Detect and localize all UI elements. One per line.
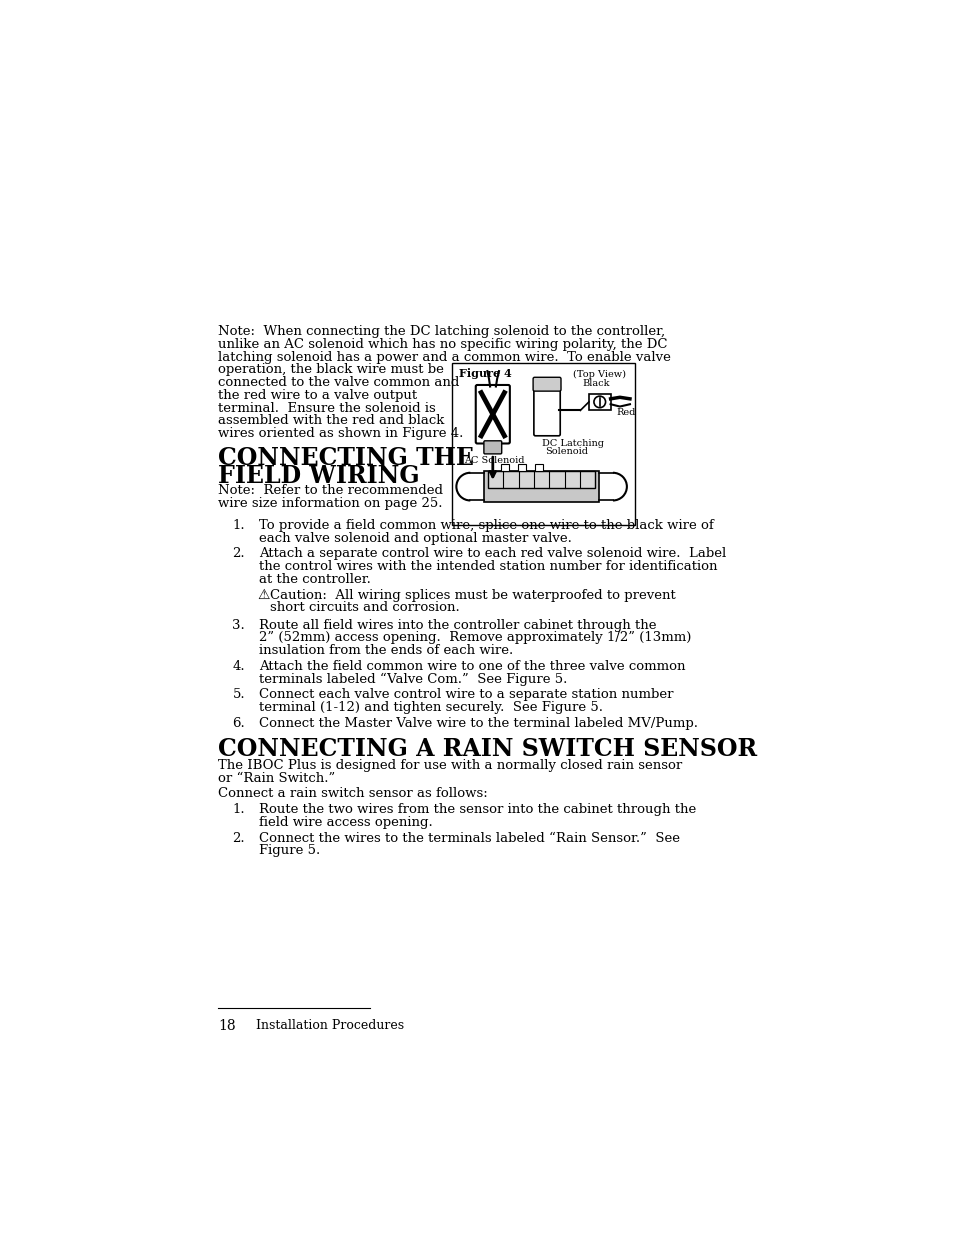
- Text: Black: Black: [582, 379, 610, 388]
- Bar: [517, 464, 525, 472]
- Text: terminal.  Ensure the solenoid is: terminal. Ensure the solenoid is: [218, 401, 436, 415]
- Bar: [588, 394, 610, 410]
- Text: Connect the wires to the terminals labeled “Rain Sensor.”  See: Connect the wires to the terminals label…: [258, 831, 679, 845]
- Text: or “Rain Switch.”: or “Rain Switch.”: [218, 772, 335, 784]
- Text: operation, the black wire must be: operation, the black wire must be: [218, 363, 444, 377]
- Text: Attach a separate control wire to each red valve solenoid wire.  Label: Attach a separate control wire to each r…: [258, 547, 725, 561]
- Text: latching solenoid has a power and a common wire.  To enable valve: latching solenoid has a power and a comm…: [218, 351, 671, 364]
- Text: short circuits and corrosion.: short circuits and corrosion.: [270, 601, 458, 614]
- Text: connected to the valve common and: connected to the valve common and: [218, 377, 459, 389]
- Text: wires oriented as shown in Figure 4.: wires oriented as shown in Figure 4.: [218, 427, 463, 440]
- Text: each valve solenoid and optional master valve.: each valve solenoid and optional master …: [258, 531, 571, 545]
- Text: 1.: 1.: [233, 519, 245, 532]
- FancyBboxPatch shape: [533, 377, 560, 391]
- Text: 2” (52mm) access opening.  Remove approximately 1/2” (13mm): 2” (52mm) access opening. Remove approxi…: [258, 631, 690, 645]
- Text: terminal (1-12) and tighten securely.  See Figure 5.: terminal (1-12) and tighten securely. Se…: [258, 701, 602, 714]
- Text: insulation from the ends of each wire.: insulation from the ends of each wire.: [258, 645, 513, 657]
- Text: Note:  When connecting the DC latching solenoid to the controller,: Note: When connecting the DC latching so…: [218, 325, 665, 338]
- FancyBboxPatch shape: [476, 385, 509, 443]
- Text: 18: 18: [218, 1019, 235, 1032]
- Text: The IBOC Plus is designed for use with a normally closed rain sensor: The IBOC Plus is designed for use with a…: [218, 758, 682, 772]
- Text: DC Latching: DC Latching: [542, 438, 604, 448]
- Text: the control wires with the intended station number for identification: the control wires with the intended stat…: [258, 561, 717, 573]
- Text: Connect each valve control wire to a separate station number: Connect each valve control wire to a sep…: [258, 688, 673, 701]
- Text: Red: Red: [617, 408, 636, 417]
- Text: 5.: 5.: [233, 688, 245, 701]
- Text: 2.: 2.: [233, 831, 245, 845]
- Text: CONNECTING THE: CONNECTING THE: [218, 446, 474, 469]
- Text: FIELD WIRING: FIELD WIRING: [218, 464, 419, 488]
- Bar: [484, 472, 598, 501]
- Text: Connect a rain switch sensor as follows:: Connect a rain switch sensor as follows:: [218, 787, 488, 800]
- Text: Caution:  All wiring splices must be waterproofed to prevent: Caution: All wiring splices must be wate…: [270, 589, 675, 601]
- Bar: [534, 464, 542, 472]
- Text: the red wire to a valve output: the red wire to a valve output: [218, 389, 417, 401]
- Bar: [488, 472, 595, 488]
- Circle shape: [594, 396, 605, 408]
- Text: CONNECTING A RAIN SWITCH SENSOR: CONNECTING A RAIN SWITCH SENSOR: [218, 737, 757, 761]
- Bar: [500, 464, 509, 472]
- Text: Connect the Master Valve wire to the terminal labeled MV/Pump.: Connect the Master Valve wire to the ter…: [258, 716, 697, 730]
- Text: 3.: 3.: [233, 619, 245, 631]
- Text: field wire access opening.: field wire access opening.: [258, 816, 432, 829]
- Text: Note:  Refer to the recommended: Note: Refer to the recommended: [218, 484, 443, 498]
- Text: AC Solenoid: AC Solenoid: [464, 456, 524, 464]
- Text: wire size information on page 25.: wire size information on page 25.: [218, 496, 442, 510]
- Text: Route all field wires into the controller cabinet through the: Route all field wires into the controlle…: [258, 619, 656, 631]
- Text: (Top View): (Top View): [572, 369, 625, 379]
- Text: 2.: 2.: [233, 547, 245, 561]
- Text: assembled with the red and black: assembled with the red and black: [218, 414, 444, 427]
- Text: To provide a field common wire, splice one wire to the black wire of: To provide a field common wire, splice o…: [258, 519, 713, 532]
- Text: 6.: 6.: [233, 716, 245, 730]
- Text: Solenoid: Solenoid: [545, 447, 588, 456]
- Text: unlike an AC solenoid which has no specific wiring polarity, the DC: unlike an AC solenoid which has no speci…: [218, 338, 667, 351]
- Text: terminals labeled “Valve Com.”  See Figure 5.: terminals labeled “Valve Com.” See Figur…: [258, 673, 566, 685]
- Bar: [452, 363, 634, 525]
- FancyBboxPatch shape: [534, 385, 559, 436]
- Text: Figure 5.: Figure 5.: [258, 845, 319, 857]
- Text: ⚠: ⚠: [257, 588, 270, 601]
- Text: Installation Procedures: Installation Procedures: [255, 1019, 403, 1032]
- Text: at the controller.: at the controller.: [258, 573, 370, 585]
- FancyBboxPatch shape: [483, 441, 501, 454]
- Text: Attach the field common wire to one of the three valve common: Attach the field common wire to one of t…: [258, 659, 684, 673]
- Text: Route the two wires from the sensor into the cabinet through the: Route the two wires from the sensor into…: [258, 803, 696, 816]
- Text: 4.: 4.: [233, 659, 245, 673]
- Text: 1.: 1.: [233, 803, 245, 816]
- Text: Figure 4: Figure 4: [458, 368, 511, 379]
